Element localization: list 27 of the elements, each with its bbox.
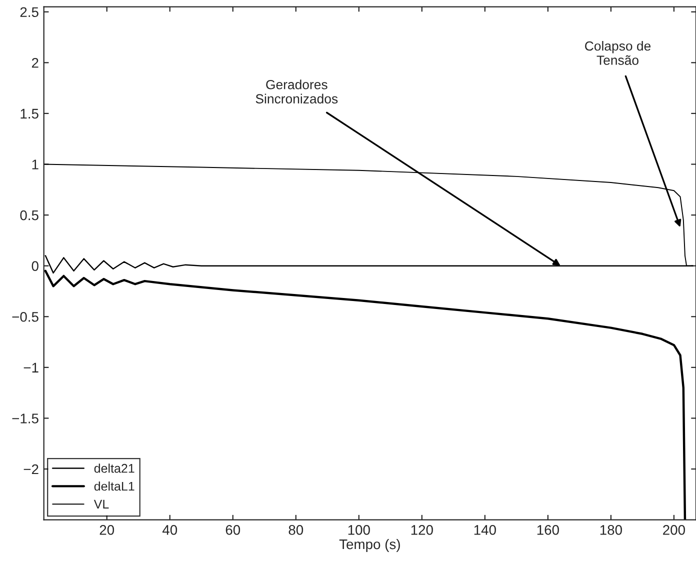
y-tick-label: 2.5 xyxy=(20,7,38,18)
x-tick-label: 100 xyxy=(348,525,370,535)
y-tick-label: 0.5 xyxy=(20,210,38,220)
x-tick-label: 60 xyxy=(226,525,240,535)
y-tick-label: −0.5 xyxy=(12,312,38,322)
legend-label: delta21 xyxy=(94,464,134,473)
line-series xyxy=(44,270,686,520)
annotation: Geradores Sincronizados xyxy=(256,80,338,104)
y-tick-label: 2 xyxy=(32,58,38,68)
x-tick-label: 20 xyxy=(100,525,114,535)
x-tick-label: 40 xyxy=(162,525,178,535)
x-axis-title: Tempo (s) xyxy=(339,538,400,552)
legend-label: VL xyxy=(94,500,109,508)
x-tick-label: 120 xyxy=(411,525,433,535)
y-tick-label: 1 xyxy=(32,160,38,170)
y-tick-label: −1 xyxy=(24,362,38,372)
y-tick-label: −2 xyxy=(24,464,38,474)
legend-label: deltaL1 xyxy=(94,481,134,491)
annotation: Colapso de Tensão xyxy=(585,40,651,65)
y-tick-label: 1.5 xyxy=(20,108,38,119)
x-tick-label: 80 xyxy=(288,525,304,535)
x-tick-label: 180 xyxy=(600,525,622,535)
x-tick-label: 160 xyxy=(537,525,559,535)
y-tick-label: 0 xyxy=(32,261,38,271)
y-tick-label: −1.5 xyxy=(12,414,38,424)
x-tick-label: 140 xyxy=(474,525,496,535)
x-tick-label: 200 xyxy=(663,525,685,535)
